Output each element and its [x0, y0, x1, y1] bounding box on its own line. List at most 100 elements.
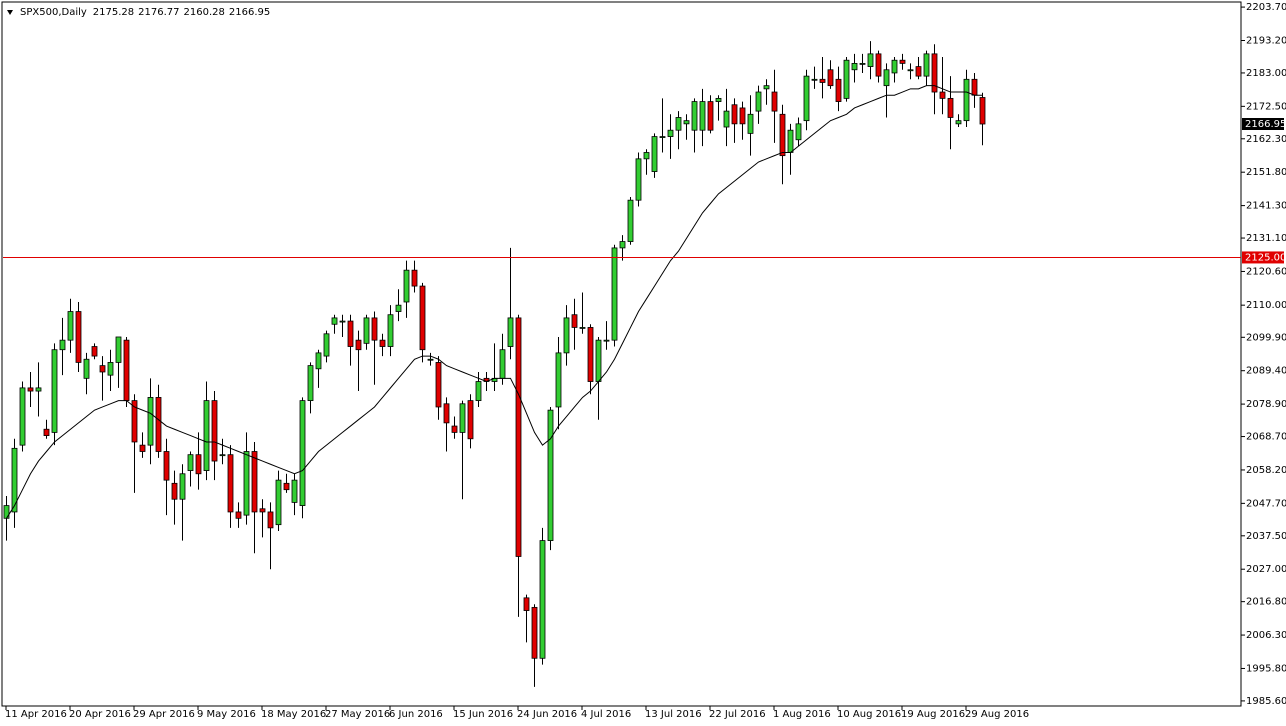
candle-body: [171, 482, 178, 500]
candle-body: [403, 269, 410, 303]
candle-body: [147, 397, 154, 446]
candle-body: [643, 152, 650, 160]
y-tick-label: 2099.90: [1246, 332, 1286, 343]
candle-body: [363, 317, 370, 344]
candle-body: [515, 317, 522, 557]
y-tick-label: 2047.70: [1246, 498, 1286, 509]
candle-body: [307, 365, 314, 402]
candle-body: [19, 387, 26, 446]
y-tick-label: 2203.70: [1246, 2, 1286, 13]
candle-body: [115, 336, 122, 363]
candle-body: [163, 451, 170, 481]
x-tick-label: 29 Aug 2016: [965, 709, 1029, 720]
y-tick-label: 2120.60: [1246, 266, 1286, 277]
candle-body: [227, 454, 234, 513]
x-tick-label: 13 Jul 2016: [645, 709, 702, 720]
x-tick-label: 20 Apr 2016: [69, 709, 131, 720]
candle-body: [691, 101, 698, 131]
y-tick-label: 2183.00: [1246, 68, 1286, 79]
candle-body: [827, 69, 834, 87]
y-tick-label: 2006.30: [1246, 630, 1286, 641]
candle-body: [523, 597, 530, 611]
x-tick-label: 15 Jun 2016: [453, 709, 513, 720]
candle-body: [43, 428, 50, 436]
menu-arrow[interactable]: [7, 10, 13, 15]
header-open: 2175.28: [93, 7, 134, 18]
y-tick-label: 2078.90: [1246, 399, 1286, 410]
candle-body: [611, 247, 618, 341]
symbol: SPX500,Daily: [20, 7, 87, 18]
x-tick-label: 9 May 2016: [197, 709, 256, 720]
candle-body: [699, 101, 706, 131]
candle-body: [379, 339, 386, 347]
candle-body: [235, 511, 242, 519]
candle-body: [75, 311, 82, 363]
candle-body: [931, 53, 938, 93]
x-tick-label: 24 Jun 2016: [517, 709, 577, 720]
candle-body: [435, 362, 442, 408]
price-tag: [1242, 117, 1284, 130]
candle-body: [595, 339, 602, 382]
candle-body: [355, 339, 362, 351]
y-tick-label: 2089.40: [1246, 366, 1286, 377]
candle-body: [795, 123, 802, 141]
candle-body: [971, 78, 978, 96]
x-tick-label: 29 Apr 2016: [133, 709, 195, 720]
y-tick-label: 2016.80: [1246, 597, 1286, 608]
candle-body: [835, 78, 842, 102]
candle-body: [475, 381, 482, 402]
candle-body: [51, 349, 58, 433]
candle-body: [723, 110, 730, 128]
y-tick-label: 2131.10: [1246, 233, 1286, 244]
candle-body: [275, 479, 282, 526]
candle-body: [667, 129, 674, 137]
candle-body: [419, 285, 426, 351]
header-low: 2160.28: [184, 7, 225, 18]
candle-body: [755, 91, 762, 112]
candle-body: [291, 479, 298, 503]
candle-body: [683, 120, 690, 125]
candle-body: [243, 451, 250, 516]
candle-body: [747, 113, 754, 134]
candle-body: [339, 320, 346, 323]
candle-body: [787, 129, 794, 153]
y-tick-label: 1985.60: [1246, 696, 1286, 707]
candle-body: [499, 349, 506, 379]
candle-body: [963, 78, 970, 122]
x-tick-label: 6 Jun 2016: [389, 709, 443, 720]
candle-body: [331, 317, 338, 325]
candle-body: [651, 136, 658, 172]
candle-body: [107, 362, 114, 376]
candle-body: [955, 120, 962, 125]
y-tick-label: 2027.00: [1246, 564, 1286, 575]
y-tick-label: 1995.80: [1246, 663, 1286, 674]
candle-body: [675, 117, 682, 131]
candle-body: [155, 397, 162, 452]
candle-body: [395, 304, 402, 312]
candle-body: [11, 447, 18, 513]
candle-body: [859, 62, 866, 65]
candle-body: [563, 317, 570, 354]
candle-body: [771, 91, 778, 112]
y-tick-label: 2037.50: [1246, 531, 1286, 542]
candle-body: [267, 511, 274, 529]
candle-body: [947, 97, 954, 118]
candle-body: [123, 339, 130, 402]
y-tick-label: 2172.50: [1246, 101, 1286, 112]
candle-body: [299, 400, 306, 506]
candle-body: [715, 97, 722, 102]
candle-body: [979, 97, 986, 125]
candle-body: [27, 387, 34, 392]
y-tick-label: 2193.20: [1246, 35, 1286, 46]
candle-body: [211, 400, 218, 462]
candle-body: [851, 62, 858, 71]
y-tick-label: 2058.20: [1246, 465, 1286, 476]
candle-body: [131, 400, 138, 443]
candle-body: [179, 473, 186, 500]
candle-body: [347, 320, 354, 347]
candle-body: [579, 327, 586, 329]
x-tick-label: 22 Jul 2016: [709, 709, 766, 720]
candle-body: [739, 107, 746, 125]
